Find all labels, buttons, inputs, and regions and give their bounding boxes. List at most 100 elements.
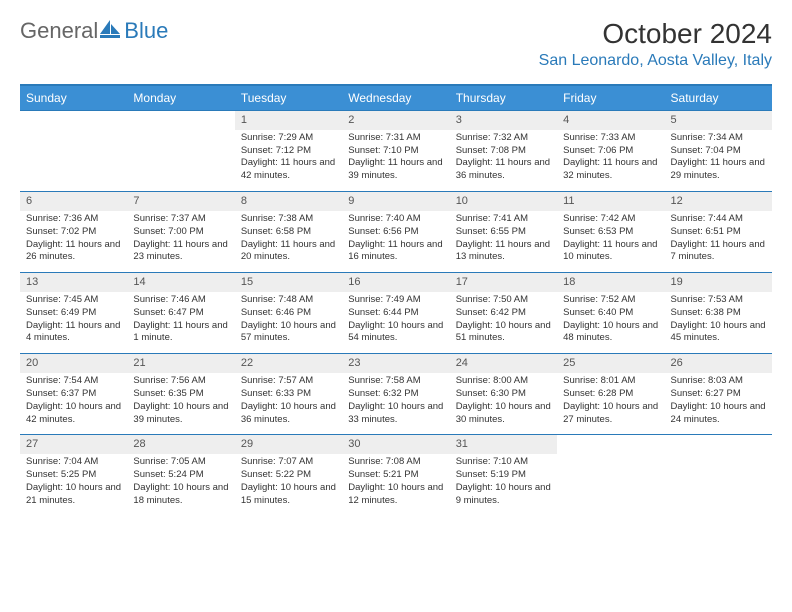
sunrise-text: Sunrise: 7:33 AM (563, 132, 658, 145)
daylight-text: Daylight: 10 hours and 45 minutes. (671, 320, 766, 346)
day-number-cell: 14 (127, 273, 234, 292)
day-content-cell: Sunrise: 7:08 AMSunset: 5:21 PMDaylight:… (342, 454, 449, 515)
day-number-cell (127, 111, 234, 130)
daylight-text: Daylight: 11 hours and 36 minutes. (456, 157, 551, 183)
sunset-text: Sunset: 5:22 PM (241, 469, 336, 482)
day-header-row: SundayMondayTuesdayWednesdayThursdayFrid… (20, 85, 772, 111)
sunrise-text: Sunrise: 7:08 AM (348, 456, 443, 469)
day-content-cell: Sunrise: 7:50 AMSunset: 6:42 PMDaylight:… (450, 292, 557, 354)
day-header: Saturday (665, 85, 772, 111)
daylight-text: Daylight: 10 hours and 9 minutes. (456, 482, 551, 508)
day-content-cell: Sunrise: 8:00 AMSunset: 6:30 PMDaylight:… (450, 373, 557, 435)
day-header: Thursday (450, 85, 557, 111)
sunset-text: Sunset: 6:38 PM (671, 307, 766, 320)
daylight-text: Daylight: 11 hours and 13 minutes. (456, 239, 551, 265)
sunrise-text: Sunrise: 7:40 AM (348, 213, 443, 226)
sunrise-text: Sunrise: 7:58 AM (348, 375, 443, 388)
day-content-cell: Sunrise: 7:56 AMSunset: 6:35 PMDaylight:… (127, 373, 234, 435)
daylight-text: Daylight: 10 hours and 12 minutes. (348, 482, 443, 508)
sunset-text: Sunset: 6:37 PM (26, 388, 121, 401)
day-content-cell: Sunrise: 7:34 AMSunset: 7:04 PMDaylight:… (665, 130, 772, 192)
day-number-cell (557, 435, 664, 454)
sunset-text: Sunset: 5:25 PM (26, 469, 121, 482)
day-number-cell: 8 (235, 192, 342, 211)
day-content-cell: Sunrise: 7:29 AMSunset: 7:12 PMDaylight:… (235, 130, 342, 192)
day-number-row: 12345 (20, 111, 772, 130)
sunset-text: Sunset: 6:32 PM (348, 388, 443, 401)
day-number-cell: 2 (342, 111, 449, 130)
sail-icon (100, 18, 122, 44)
daylight-text: Daylight: 10 hours and 15 minutes. (241, 482, 336, 508)
day-content-cell: Sunrise: 7:36 AMSunset: 7:02 PMDaylight:… (20, 211, 127, 273)
brand-part2: Blue (124, 18, 168, 44)
daylight-text: Daylight: 10 hours and 51 minutes. (456, 320, 551, 346)
sunrise-text: Sunrise: 7:57 AM (241, 375, 336, 388)
day-number-cell: 10 (450, 192, 557, 211)
daylight-text: Daylight: 10 hours and 18 minutes. (133, 482, 228, 508)
daylight-text: Daylight: 10 hours and 39 minutes. (133, 401, 228, 427)
day-header: Tuesday (235, 85, 342, 111)
day-content-row: Sunrise: 7:04 AMSunset: 5:25 PMDaylight:… (20, 454, 772, 515)
day-content-cell: Sunrise: 7:31 AMSunset: 7:10 PMDaylight:… (342, 130, 449, 192)
day-content-cell: Sunrise: 8:03 AMSunset: 6:27 PMDaylight:… (665, 373, 772, 435)
sunrise-text: Sunrise: 7:45 AM (26, 294, 121, 307)
daylight-text: Daylight: 11 hours and 32 minutes. (563, 157, 658, 183)
sunset-text: Sunset: 7:12 PM (241, 145, 336, 158)
sunset-text: Sunset: 6:40 PM (563, 307, 658, 320)
sunrise-text: Sunrise: 7:48 AM (241, 294, 336, 307)
day-number-cell: 23 (342, 354, 449, 373)
sunrise-text: Sunrise: 7:50 AM (456, 294, 551, 307)
daylight-text: Daylight: 10 hours and 27 minutes. (563, 401, 658, 427)
sunrise-text: Sunrise: 7:49 AM (348, 294, 443, 307)
day-number-cell: 6 (20, 192, 127, 211)
day-number-row: 20212223242526 (20, 354, 772, 373)
sunset-text: Sunset: 6:30 PM (456, 388, 551, 401)
day-number-cell: 28 (127, 435, 234, 454)
day-number-row: 13141516171819 (20, 273, 772, 292)
sunrise-text: Sunrise: 7:10 AM (456, 456, 551, 469)
day-number-cell: 27 (20, 435, 127, 454)
sunrise-text: Sunrise: 7:44 AM (671, 213, 766, 226)
sunset-text: Sunset: 5:24 PM (133, 469, 228, 482)
sunset-text: Sunset: 6:33 PM (241, 388, 336, 401)
calendar-body: 12345 Sunrise: 7:29 AMSunset: 7:12 PMDay… (20, 111, 772, 516)
sunrise-text: Sunrise: 7:37 AM (133, 213, 228, 226)
sunset-text: Sunset: 6:58 PM (241, 226, 336, 239)
day-content-cell: Sunrise: 7:58 AMSunset: 6:32 PMDaylight:… (342, 373, 449, 435)
day-content-cell: Sunrise: 7:10 AMSunset: 5:19 PMDaylight:… (450, 454, 557, 515)
day-number-cell: 12 (665, 192, 772, 211)
daylight-text: Daylight: 11 hours and 4 minutes. (26, 320, 121, 346)
day-content-row: Sunrise: 7:54 AMSunset: 6:37 PMDaylight:… (20, 373, 772, 435)
day-header: Friday (557, 85, 664, 111)
day-content-cell: Sunrise: 7:53 AMSunset: 6:38 PMDaylight:… (665, 292, 772, 354)
day-content-cell: Sunrise: 7:04 AMSunset: 5:25 PMDaylight:… (20, 454, 127, 515)
day-number-cell: 15 (235, 273, 342, 292)
day-number-cell: 26 (665, 354, 772, 373)
day-number-cell: 19 (665, 273, 772, 292)
day-header: Sunday (20, 85, 127, 111)
sunrise-text: Sunrise: 7:31 AM (348, 132, 443, 145)
day-content-cell: Sunrise: 7:41 AMSunset: 6:55 PMDaylight:… (450, 211, 557, 273)
sunset-text: Sunset: 7:06 PM (563, 145, 658, 158)
day-content-cell: Sunrise: 7:46 AMSunset: 6:47 PMDaylight:… (127, 292, 234, 354)
day-content-cell: Sunrise: 7:57 AMSunset: 6:33 PMDaylight:… (235, 373, 342, 435)
day-content-cell: Sunrise: 7:42 AMSunset: 6:53 PMDaylight:… (557, 211, 664, 273)
brand-logo: General Blue (20, 18, 168, 44)
location-subtitle: San Leonardo, Aosta Valley, Italy (539, 52, 772, 70)
daylight-text: Daylight: 10 hours and 30 minutes. (456, 401, 551, 427)
sunset-text: Sunset: 5:19 PM (456, 469, 551, 482)
day-number-cell: 13 (20, 273, 127, 292)
sunrise-text: Sunrise: 7:41 AM (456, 213, 551, 226)
sunrise-text: Sunrise: 7:38 AM (241, 213, 336, 226)
day-number-cell: 16 (342, 273, 449, 292)
sunrise-text: Sunrise: 7:46 AM (133, 294, 228, 307)
daylight-text: Daylight: 11 hours and 16 minutes. (348, 239, 443, 265)
sunrise-text: Sunrise: 7:36 AM (26, 213, 121, 226)
day-number-row: 6789101112 (20, 192, 772, 211)
daylight-text: Daylight: 11 hours and 20 minutes. (241, 239, 336, 265)
day-content-cell: Sunrise: 7:40 AMSunset: 6:56 PMDaylight:… (342, 211, 449, 273)
day-content-cell: Sunrise: 7:37 AMSunset: 7:00 PMDaylight:… (127, 211, 234, 273)
day-content-cell: Sunrise: 7:54 AMSunset: 6:37 PMDaylight:… (20, 373, 127, 435)
day-header: Wednesday (342, 85, 449, 111)
day-content-cell: Sunrise: 7:52 AMSunset: 6:40 PMDaylight:… (557, 292, 664, 354)
